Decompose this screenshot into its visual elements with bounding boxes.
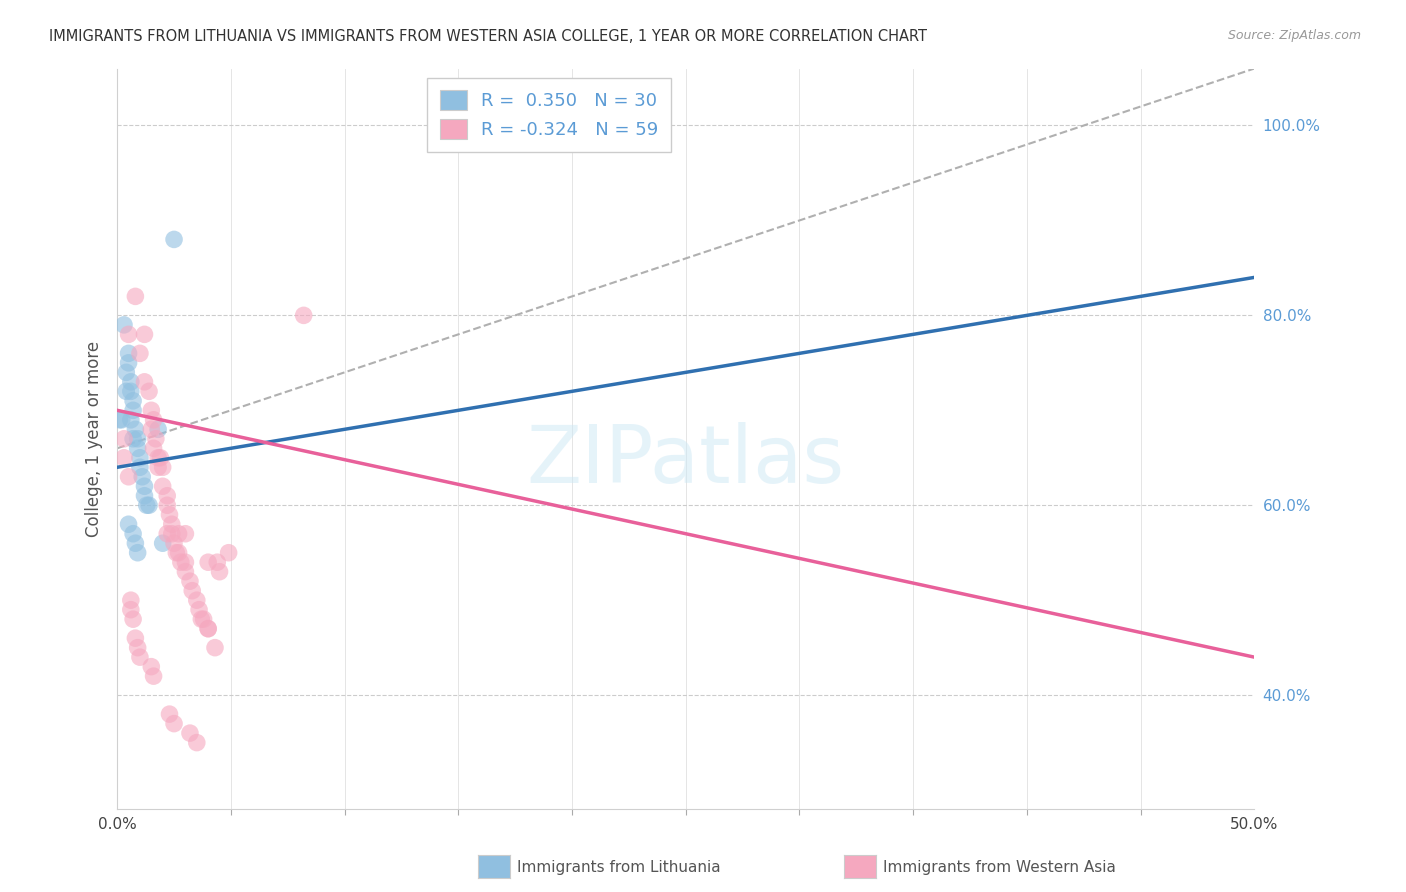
Point <box>208 565 231 579</box>
Point <box>167 546 190 560</box>
Point <box>120 375 142 389</box>
Point <box>127 546 149 560</box>
Point <box>160 517 183 532</box>
Legend: R =  0.350   N = 30, R = -0.324   N = 59: R = 0.350 N = 30, R = -0.324 N = 59 <box>427 78 671 152</box>
Point <box>122 432 145 446</box>
Point <box>152 479 174 493</box>
Point <box>146 450 169 465</box>
Point <box>174 565 197 579</box>
Point <box>108 413 131 427</box>
Text: IMMIGRANTS FROM LITHUANIA VS IMMIGRANTS FROM WESTERN ASIA COLLEGE, 1 YEAR OR MOR: IMMIGRANTS FROM LITHUANIA VS IMMIGRANTS … <box>49 29 927 44</box>
Point <box>174 555 197 569</box>
Point <box>163 716 186 731</box>
Point <box>197 555 219 569</box>
Point <box>138 384 160 399</box>
Point <box>193 612 215 626</box>
Point <box>197 622 219 636</box>
Point <box>122 403 145 417</box>
Point <box>122 526 145 541</box>
Point <box>159 707 181 722</box>
Point <box>115 365 138 379</box>
Point <box>156 489 179 503</box>
Point <box>167 526 190 541</box>
Point <box>124 422 146 436</box>
Point <box>142 669 165 683</box>
Point <box>142 442 165 456</box>
Point <box>135 498 157 512</box>
Point <box>186 736 208 750</box>
Point <box>159 508 181 522</box>
Point <box>145 432 167 446</box>
Point <box>131 469 153 483</box>
Point <box>142 413 165 427</box>
Point <box>141 403 163 417</box>
Point <box>134 479 156 493</box>
Point <box>163 232 186 246</box>
Point <box>149 450 172 465</box>
Point <box>117 356 139 370</box>
Text: Immigrants from Western Asia: Immigrants from Western Asia <box>883 861 1116 875</box>
Point <box>117 327 139 342</box>
Point <box>129 460 152 475</box>
Point <box>152 536 174 550</box>
Point <box>197 622 219 636</box>
Point <box>204 640 226 655</box>
Point <box>134 489 156 503</box>
Point <box>120 413 142 427</box>
Point <box>165 546 187 560</box>
Point <box>141 659 163 673</box>
Point <box>124 631 146 645</box>
Point <box>174 526 197 541</box>
Point <box>218 546 240 560</box>
Point <box>122 393 145 408</box>
Point <box>112 432 135 446</box>
Point <box>120 593 142 607</box>
Point <box>141 422 163 436</box>
Point <box>170 555 193 569</box>
Point <box>120 384 142 399</box>
Point <box>156 526 179 541</box>
Point <box>111 413 134 427</box>
Point <box>146 422 169 436</box>
Y-axis label: College, 1 year or more: College, 1 year or more <box>86 341 103 537</box>
Point <box>207 555 229 569</box>
Point <box>124 536 146 550</box>
Point <box>117 469 139 483</box>
Point <box>179 574 201 589</box>
Point <box>190 612 212 626</box>
Text: ZIPatlas: ZIPatlas <box>527 422 845 500</box>
Point <box>179 726 201 740</box>
Point <box>146 460 169 475</box>
Point <box>112 450 135 465</box>
Point <box>127 640 149 655</box>
Point <box>124 289 146 303</box>
Point <box>127 432 149 446</box>
Point <box>181 583 204 598</box>
Point <box>117 517 139 532</box>
Point <box>186 593 208 607</box>
Point <box>129 450 152 465</box>
Point <box>188 603 211 617</box>
Point <box>152 460 174 475</box>
Point <box>129 346 152 360</box>
Point <box>134 327 156 342</box>
Point <box>120 603 142 617</box>
Point <box>129 650 152 665</box>
Point <box>127 442 149 456</box>
Point <box>160 526 183 541</box>
Point <box>163 536 186 550</box>
Text: Immigrants from Lithuania: Immigrants from Lithuania <box>517 861 721 875</box>
Point <box>122 612 145 626</box>
Point <box>117 346 139 360</box>
Point <box>134 375 156 389</box>
Point <box>138 498 160 512</box>
Point <box>292 309 315 323</box>
Point <box>112 318 135 332</box>
Text: Source: ZipAtlas.com: Source: ZipAtlas.com <box>1227 29 1361 42</box>
Point <box>115 384 138 399</box>
Point <box>156 498 179 512</box>
